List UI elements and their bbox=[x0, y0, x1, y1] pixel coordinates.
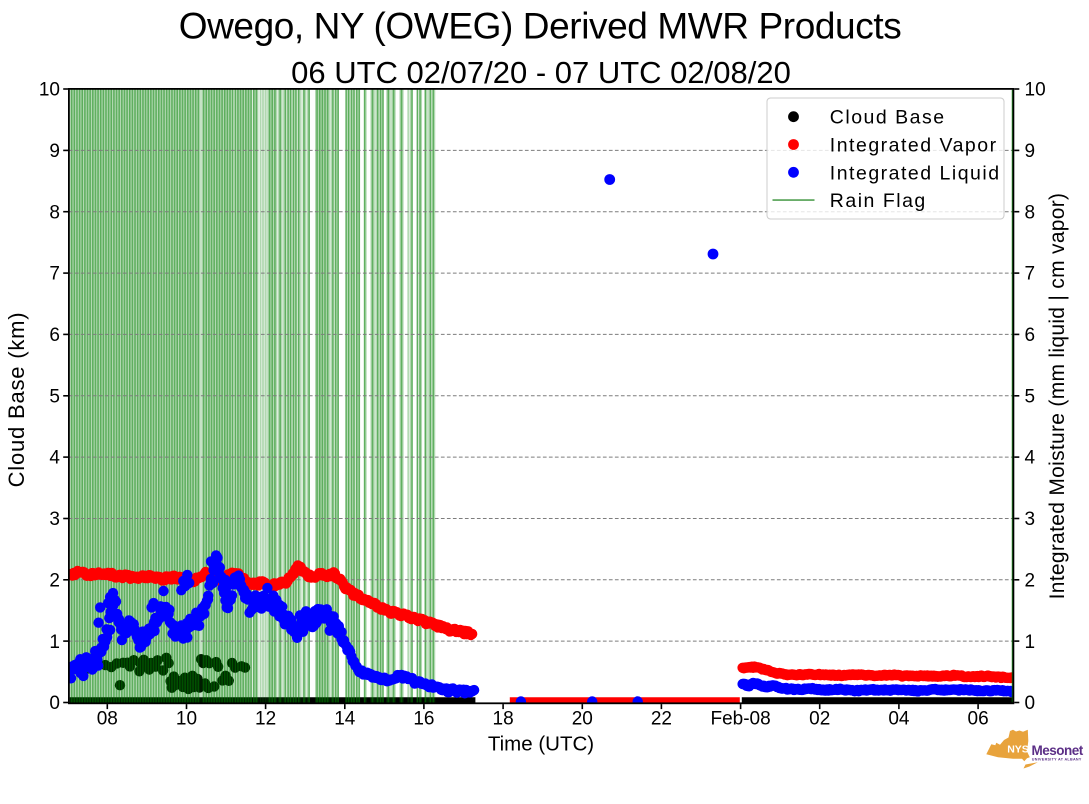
svg-text:UNIVERSITY AT ALBANY: UNIVERSITY AT ALBANY bbox=[1032, 758, 1082, 762]
svg-text:06: 06 bbox=[968, 709, 989, 730]
svg-text:20: 20 bbox=[572, 709, 593, 730]
svg-text:10: 10 bbox=[176, 709, 197, 730]
svg-text:Cloud Base (km): Cloud Base (km) bbox=[4, 312, 29, 488]
svg-text:4: 4 bbox=[1025, 448, 1036, 469]
svg-text:18: 18 bbox=[493, 709, 514, 730]
svg-text:2: 2 bbox=[49, 570, 60, 591]
svg-text:7: 7 bbox=[49, 264, 60, 285]
svg-text:8: 8 bbox=[49, 202, 60, 223]
svg-text:12: 12 bbox=[255, 709, 276, 730]
svg-text:2: 2 bbox=[1025, 570, 1036, 591]
svg-text:Integrated Vapor: Integrated Vapor bbox=[830, 135, 998, 157]
svg-text:Feb-08: Feb-08 bbox=[710, 709, 770, 730]
svg-text:Cloud Base: Cloud Base bbox=[830, 107, 946, 129]
svg-text:3: 3 bbox=[49, 509, 60, 530]
svg-text:6: 6 bbox=[49, 325, 60, 346]
svg-text:Mesonet: Mesonet bbox=[1032, 743, 1084, 758]
svg-text:16: 16 bbox=[413, 709, 434, 730]
svg-text:22: 22 bbox=[651, 709, 672, 730]
svg-text:04: 04 bbox=[888, 709, 910, 730]
svg-text:5: 5 bbox=[1025, 386, 1036, 407]
svg-text:Time (UTC): Time (UTC) bbox=[488, 733, 594, 756]
svg-text:02: 02 bbox=[809, 709, 830, 730]
svg-text:Owego, NY (OWEG) Derived MWR P: Owego, NY (OWEG) Derived MWR Products bbox=[179, 6, 902, 47]
svg-text:9: 9 bbox=[1025, 141, 1036, 162]
svg-text:Rain Flag: Rain Flag bbox=[830, 190, 927, 212]
svg-text:10: 10 bbox=[39, 80, 60, 101]
svg-text:0: 0 bbox=[49, 693, 60, 714]
svg-text:8: 8 bbox=[1025, 202, 1036, 223]
svg-text:10: 10 bbox=[1025, 80, 1046, 101]
svg-text:14: 14 bbox=[334, 709, 356, 730]
svg-text:6: 6 bbox=[1025, 325, 1036, 346]
svg-text:06 UTC 02/07/20 - 07 UTC 02/08: 06 UTC 02/07/20 - 07 UTC 02/08/20 bbox=[291, 55, 791, 90]
svg-text:1: 1 bbox=[1025, 632, 1036, 653]
svg-text:4: 4 bbox=[49, 448, 60, 469]
svg-text:0: 0 bbox=[1025, 693, 1036, 714]
svg-text:9: 9 bbox=[49, 141, 60, 162]
svg-text:3: 3 bbox=[1025, 509, 1036, 530]
svg-text:5: 5 bbox=[49, 386, 60, 407]
svg-text:NYS: NYS bbox=[1007, 744, 1029, 756]
svg-text:Integrated Liquid: Integrated Liquid bbox=[830, 162, 1001, 184]
svg-text:7: 7 bbox=[1025, 264, 1036, 285]
svg-text:08: 08 bbox=[97, 709, 118, 730]
svg-text:Integrated Moisture (mm liquid: Integrated Moisture (mm liquid | cm vapo… bbox=[1046, 193, 1069, 600]
svg-text:1: 1 bbox=[49, 632, 60, 653]
